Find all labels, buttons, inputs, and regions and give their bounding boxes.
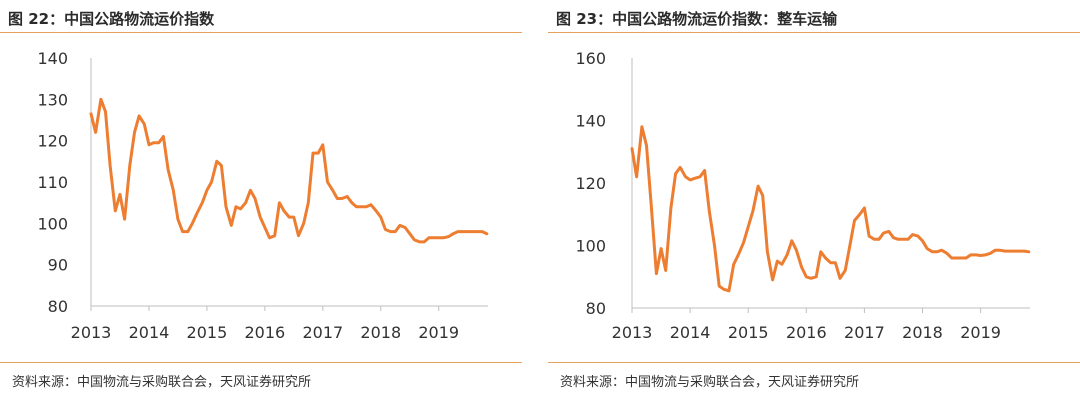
- x-tick-label: 2016: [786, 323, 827, 342]
- chart-panel-left: 图 22：中国公路物流运价指数 80 90 100 110 120 130 140 2013 2…: [0, 0, 522, 401]
- source-note: 资料来源：中国物流与采购联合会，天风证券研究所: [560, 375, 860, 390]
- x-tick-label: 2017: [302, 323, 343, 342]
- title-divider: [548, 32, 1080, 33]
- y-tick-label: 140: [37, 49, 68, 68]
- x-tick-label: 2014: [670, 323, 711, 342]
- x-tick-label: 2015: [728, 323, 769, 342]
- y-tick-label: 140: [575, 112, 606, 131]
- x-tick-label: 2013: [71, 323, 112, 342]
- x-tick-label: 2019: [418, 323, 459, 342]
- source-divider: [548, 362, 1080, 363]
- line-chart: 80 100 120 140 160 2013 2014 2015 2016 2017 2018 20…: [575, 49, 1031, 342]
- line-chart: 80 90 100 110 120 130 140 2013 2014 2015 2016 2017 2…: [37, 49, 489, 342]
- chart-panel-right: 图 23：中国公路物流运价指数：整车运输 80 100 120 140 160 2013 2…: [548, 0, 1080, 401]
- title-divider: [0, 32, 522, 33]
- y-tick-label: 120: [37, 132, 68, 151]
- y-tick-label: 80: [48, 297, 68, 316]
- x-tick-label: 2014: [129, 323, 170, 342]
- x-tick-label: 2013: [612, 323, 653, 342]
- x-tick-label: 2018: [902, 323, 943, 342]
- y-tick-label: 100: [575, 237, 606, 256]
- y-tick-label: 160: [575, 49, 606, 68]
- x-tick-label: 2017: [844, 323, 885, 342]
- series-line: [89, 97, 489, 244]
- figure-title: 图 22：中国公路物流运价指数: [8, 10, 215, 28]
- source-divider: [0, 362, 522, 363]
- y-tick-label: 110: [37, 173, 68, 192]
- figure-title: 图 23：中国公路物流运价指数：整车运输: [556, 10, 838, 28]
- x-tick-label: 2018: [360, 323, 401, 342]
- x-tick-label: 2016: [245, 323, 286, 342]
- x-tick-label: 2015: [187, 323, 228, 342]
- series-line: [630, 125, 1031, 293]
- source-note: 资料来源：中国物流与采购联合会，天风证券研究所: [12, 375, 312, 390]
- y-tick-label: 120: [575, 174, 606, 193]
- y-tick-label: 90: [48, 256, 68, 275]
- y-tick-label: 80: [586, 299, 606, 318]
- x-tick-label: 2019: [960, 323, 1001, 342]
- y-tick-label: 100: [37, 214, 68, 233]
- y-tick-label: 130: [37, 90, 68, 109]
